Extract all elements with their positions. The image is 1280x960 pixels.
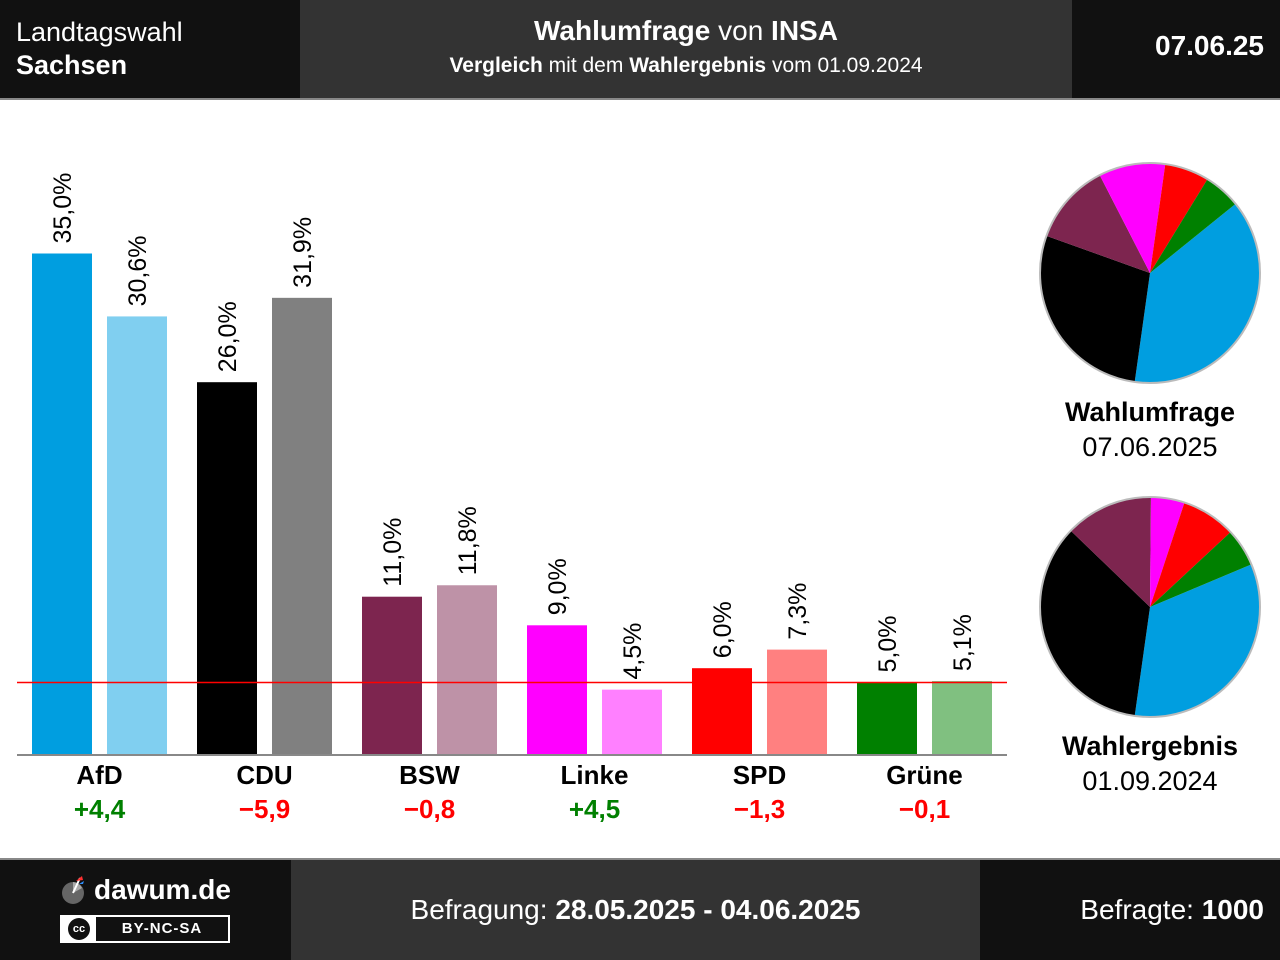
bar-linke-poll xyxy=(527,625,587,754)
bar-chart: 35,0% 30,6% AfD +4,4 26,0% 31,9% CDU −5,9 11,0% 1… xyxy=(17,173,1007,824)
bar-afd-poll xyxy=(32,253,92,754)
bar-value-label: 11,8% xyxy=(454,506,482,575)
pie-date: 07.06.2025 xyxy=(1082,432,1217,462)
bar-spd-result xyxy=(767,649,827,754)
bar-grüne-poll xyxy=(857,682,917,754)
pie-charts: Wahlumfrage 07.06.2025 Wahlergebnis 01.09.2… xyxy=(1039,162,1261,796)
pie-slice xyxy=(1134,564,1260,718)
party-label: AfD xyxy=(76,760,122,790)
cc-icon: cc xyxy=(62,917,96,941)
bar-value-label: 11,0% xyxy=(379,518,407,587)
bar-bsw-poll xyxy=(362,596,422,754)
footer: dawum.de cc BY-NC-SA Befragung: 28.05.20… xyxy=(0,860,1280,960)
respondents-box: Befragte: 1000 xyxy=(980,860,1280,960)
bar-grüne-result xyxy=(932,681,992,754)
party-label: Linke xyxy=(561,760,629,790)
pie-title: Wahlergebnis xyxy=(1062,731,1238,761)
pie-slice xyxy=(1150,497,1185,607)
bar-value-label: 30,6% xyxy=(124,236,152,307)
bar-bsw-result xyxy=(437,585,497,754)
pie-slice xyxy=(1150,179,1236,273)
license-text: BY-NC-SA xyxy=(96,917,228,941)
pie-outline xyxy=(1039,496,1261,718)
survey-period-box: Befragung: 28.05.2025 - 04.06.2025 xyxy=(291,860,980,960)
pie-slice xyxy=(1150,164,1208,273)
bar-value-label: 5,0% xyxy=(874,616,902,673)
dawum-logo-icon xyxy=(62,876,84,904)
bar-linke-result xyxy=(602,689,662,754)
title-poll: Wahlumfrage xyxy=(534,15,711,46)
respondents-count: 1000 xyxy=(1201,894,1264,925)
bar-value-label: 26,0% xyxy=(214,301,242,372)
change-label: −5,9 xyxy=(239,794,290,824)
change-label: −0,8 xyxy=(404,794,455,824)
branding-box: dawum.de cc BY-NC-SA xyxy=(0,860,291,960)
bar-cdu-poll xyxy=(197,382,257,754)
region-name: Sachsen xyxy=(16,50,128,80)
pie-date: 01.09.2024 xyxy=(1082,766,1217,796)
pie-slice xyxy=(1046,175,1150,273)
page-subtitle: Vergleich mit dem Wahlergebnis vom 01.09… xyxy=(300,48,1072,84)
pie-slice xyxy=(1040,530,1150,716)
pie-outline xyxy=(1039,162,1261,384)
title-connector: von xyxy=(710,15,772,46)
change-label: −1,3 xyxy=(734,794,785,824)
pie-slice xyxy=(1070,497,1151,607)
site-name: dawum.de xyxy=(94,874,231,905)
bar-value-label: 7,3% xyxy=(784,583,812,640)
pie-slice xyxy=(1099,163,1166,273)
title-institute: INSA xyxy=(771,15,838,46)
bar-value-label: 31,9% xyxy=(289,217,317,288)
change-label: +4,4 xyxy=(74,794,126,824)
party-label: CDU xyxy=(236,760,292,790)
pie-slice xyxy=(1134,203,1260,383)
pie-slice xyxy=(1150,532,1252,607)
bar-value-label: 35,0% xyxy=(49,173,77,244)
bar-value-label: 4,5% xyxy=(619,623,647,680)
site-logo[interactable]: dawum.de xyxy=(58,874,231,906)
license-badge[interactable]: cc BY-NC-SA xyxy=(60,915,230,943)
pie-slice xyxy=(1150,502,1231,607)
subtitle-comparison: Vergleich xyxy=(449,54,543,77)
election-type: Landtagswahl xyxy=(16,17,183,47)
header-divider xyxy=(0,98,1280,100)
bar-value-label: 5,1% xyxy=(949,614,977,671)
footer-divider xyxy=(0,858,1280,860)
title-box: Wahlumfrage von INSA Vergleich mit dem W… xyxy=(300,0,1072,98)
survey-period: 28.05.2025 - 04.06.2025 xyxy=(555,894,861,925)
bar-value-label: 6,0% xyxy=(709,601,737,658)
bar-value-label: 9,0% xyxy=(544,558,572,615)
bar-afd-result xyxy=(107,316,167,754)
party-label: BSW xyxy=(399,760,460,790)
chart-area: 35,0% 30,6% AfD +4,4 26,0% 31,9% CDU −5,9 11,0% 1… xyxy=(17,162,1261,824)
subtitle-connector: mit dem xyxy=(542,54,630,77)
bar-cdu-result xyxy=(272,297,332,754)
page-title: Wahlumfrage von INSA xyxy=(300,14,1072,48)
region-box: Landtagswahl Sachsen xyxy=(0,0,300,98)
subtitle-result: Wahlergebnis xyxy=(629,54,767,77)
party-label: SPD xyxy=(733,760,786,790)
header: Landtagswahl Sachsen Wahlumfrage von INS… xyxy=(0,0,1280,98)
subtitle-date: vom 01.09.2024 xyxy=(766,54,923,77)
publish-date: 07.06.25 xyxy=(1072,0,1280,98)
pie-title: Wahlumfrage xyxy=(1065,397,1235,427)
cc-badge-text: cc xyxy=(68,918,90,940)
bar-spd-poll xyxy=(692,668,752,754)
change-label: +4,5 xyxy=(569,794,620,824)
survey-label: Befragung: xyxy=(410,894,556,925)
party-label: Grüne xyxy=(886,760,963,790)
change-label: −0,1 xyxy=(899,794,950,824)
respondents-label: Befragte: xyxy=(1080,894,1202,925)
